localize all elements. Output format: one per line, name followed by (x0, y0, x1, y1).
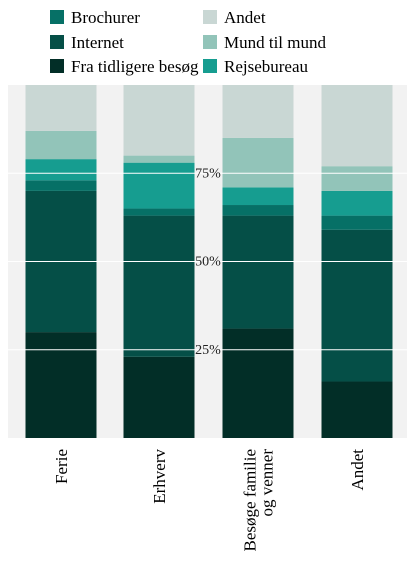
x-label-line: Erhverv (150, 449, 169, 504)
legend-label-internet: Internet (71, 33, 124, 52)
bar-stack-erhverv (123, 85, 195, 438)
bar-segment-erhverv-andet (123, 85, 195, 156)
x-label-line: Besøge familie (241, 449, 260, 551)
bar-segment-erhverv-fra-tidligere-besøg (123, 356, 195, 438)
bar-segment-erhverv-brochurer (123, 208, 195, 216)
x-label-ferie: Ferie (52, 449, 71, 484)
bar-segment-andet-andet (321, 85, 393, 167)
bar-segment-besøge-familie-og-venner-fra-tidligere-besøg (222, 328, 294, 438)
y-tick-labels: 25% 50% 75% (195, 166, 221, 358)
legend-item-mund-til-mund: Mund til mund (203, 33, 327, 52)
bar-segment-erhverv-internet (123, 215, 195, 357)
bar-segment-besøge-familie-og-venner-andet (222, 85, 294, 138)
legend-label-rejsebureau: Rejsebureau (224, 57, 309, 76)
bar-segment-besøge-familie-og-venner-brochurer (222, 205, 294, 216)
legend-item-andet: Andet (203, 8, 266, 27)
bar-stack-besøge-familie-og-venner (222, 85, 294, 438)
bar-stack-andet (321, 85, 393, 438)
legend-swatch-fra-tidligere-besøg (50, 59, 64, 73)
legend-item-internet: Internet (50, 33, 124, 52)
x-label-line: Andet (348, 449, 367, 491)
bar-segment-ferie-andet (25, 85, 97, 131)
bar-segment-andet-rejsebureau (321, 190, 393, 216)
bar-segment-erhverv-mund-til-mund (123, 155, 195, 163)
y-tick-label-50: 50% (195, 255, 221, 270)
legend-label-brochurer: Brochurer (71, 8, 140, 27)
legend: Brochurer Internet Fra tidligere besøg Ande… (50, 8, 327, 76)
bar-segment-besøge-familie-og-venner-rejsebureau (222, 187, 294, 206)
bar-segment-andet-internet (321, 229, 393, 382)
legend-swatch-rejsebureau (203, 59, 217, 73)
bar-segment-ferie-brochurer (25, 180, 97, 191)
bar-segment-besøge-familie-og-venner-mund-til-mund (222, 137, 294, 188)
legend-swatch-brochurer (50, 10, 64, 24)
bar-segment-ferie-rejsebureau (25, 159, 97, 181)
x-label-line: og venner (258, 449, 277, 517)
legend-label-fra-tidligere-besøg: Fra tidligere besøg (71, 57, 199, 76)
bar-segment-andet-fra-tidligere-besøg (321, 381, 393, 438)
legend-item-brochurer: Brochurer (50, 8, 140, 27)
x-label-erhverv: Erhverv (150, 449, 169, 504)
x-label-andet: Andet (348, 449, 367, 491)
bar-segment-besøge-familie-og-venner-internet (222, 215, 294, 329)
bar-segment-ferie-fra-tidligere-besøg (25, 332, 97, 438)
bar-segment-andet-brochurer (321, 215, 393, 230)
legend-label-andet: Andet (224, 8, 266, 27)
y-tick-label-75: 75% (195, 166, 221, 181)
legend-item-rejsebureau: Rejsebureau (203, 57, 309, 76)
bar-segment-andet-mund-til-mund (321, 166, 393, 191)
x-label-line: Ferie (52, 449, 71, 484)
bar-segment-erhverv-rejsebureau (123, 162, 195, 209)
legend-swatch-internet (50, 35, 64, 49)
bar-segment-ferie-mund-til-mund (25, 130, 97, 160)
legend-swatch-andet (203, 10, 217, 24)
gridlines (8, 172, 407, 351)
legend-item-fra-tidligere-besøg: Fra tidligere besøg (50, 57, 199, 76)
legend-label-mund-til-mund: Mund til mund (224, 33, 327, 52)
legend-swatch-mund-til-mund (203, 35, 217, 49)
y-tick-label-25: 25% (195, 343, 221, 358)
